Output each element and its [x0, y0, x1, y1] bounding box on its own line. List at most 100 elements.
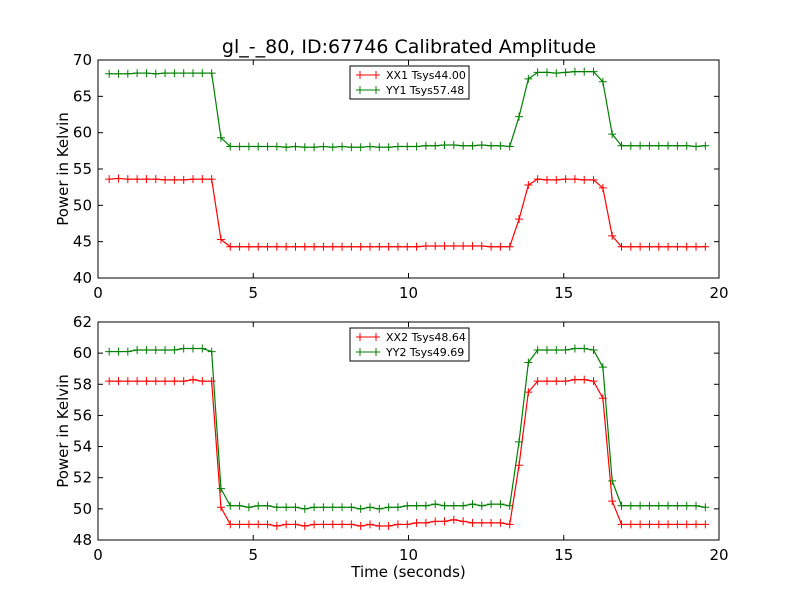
data-point-marker: [216, 503, 225, 512]
data-point-marker: [580, 344, 589, 353]
data-point-marker: [216, 133, 225, 142]
data-point-marker: [282, 503, 291, 512]
data-point-marker: [365, 503, 374, 512]
data-point-marker: [328, 503, 337, 512]
data-point-marker: [244, 142, 253, 151]
data-point-marker: [552, 175, 561, 184]
data-point-marker: [477, 242, 486, 251]
data-point-marker: [375, 521, 384, 530]
data-point-marker: [393, 242, 402, 251]
data-point-marker: [496, 500, 505, 509]
data-point-marker: [589, 346, 598, 355]
data-point-marker: [542, 175, 551, 184]
data-point-marker: [496, 141, 505, 150]
data-point-marker: [123, 69, 132, 78]
data-point-marker: [645, 242, 654, 251]
data-point-marker: [114, 69, 123, 78]
data-point-marker: [664, 520, 673, 529]
data-point-marker: [338, 142, 347, 151]
data-point-marker: [589, 377, 598, 386]
data-point-marker: [608, 497, 617, 506]
data-point-marker: [272, 503, 281, 512]
data-point-marker: [515, 437, 524, 446]
data-point-marker: [393, 142, 402, 151]
data-point-marker: [375, 242, 384, 251]
data-point-marker: [170, 69, 179, 78]
data-point-marker: [254, 242, 263, 251]
data-point-marker: [440, 242, 449, 251]
data-point-marker: [347, 242, 356, 251]
series-xx2: [105, 375, 710, 530]
data-point-marker: [533, 68, 542, 77]
data-point-marker: [459, 242, 468, 251]
data-point-marker: [431, 141, 440, 150]
data-point-marker: [189, 69, 198, 78]
data-point-marker: [291, 142, 300, 151]
data-point-marker: [580, 175, 589, 184]
x-tick-label: 10: [399, 546, 418, 564]
data-point-marker: [421, 242, 430, 251]
x-tick-label: 10: [399, 284, 418, 302]
data-point-marker: [701, 503, 710, 512]
data-point-marker: [179, 175, 188, 184]
data-point-marker: [673, 141, 682, 150]
data-point-marker: [338, 503, 347, 512]
data-point-marker: [487, 242, 496, 251]
data-point-marker: [114, 377, 123, 386]
data-point-marker: [151, 175, 160, 184]
data-point-marker: [542, 346, 551, 355]
y-tick-label: 40: [73, 269, 92, 287]
data-point-marker: [226, 142, 235, 151]
data-point-marker: [533, 175, 542, 184]
data-point-marker: [468, 500, 477, 509]
y-axis-label: Power in Kelvin: [54, 374, 72, 488]
data-point-marker: [459, 517, 468, 526]
data-point-marker: [328, 520, 337, 529]
data-point-marker: [598, 363, 607, 372]
data-point-marker: [626, 501, 635, 510]
data-point-marker: [673, 501, 682, 510]
x-tick-label: 20: [709, 284, 728, 302]
data-point-marker: [114, 347, 123, 356]
data-point-marker: [412, 518, 421, 527]
data-point-marker: [682, 501, 691, 510]
x-axis-label: Time (seconds): [350, 563, 466, 581]
data-point-marker: [692, 520, 701, 529]
data-point-marker: [133, 69, 142, 78]
y-tick-label: 50: [73, 500, 92, 518]
data-point-marker: [589, 67, 598, 76]
data-point-marker: [440, 517, 449, 526]
data-point-marker: [300, 521, 309, 530]
data-point-marker: [244, 503, 253, 512]
data-point-marker: [161, 175, 170, 184]
data-point-marker: [328, 242, 337, 251]
data-point-marker: [598, 77, 607, 86]
data-point-marker: [263, 501, 272, 510]
data-point-marker: [403, 520, 412, 529]
data-point-marker: [421, 141, 430, 150]
data-point-marker: [300, 504, 309, 513]
data-point-marker: [515, 215, 524, 224]
data-point-marker: [123, 175, 132, 184]
x-tick-label: 15: [554, 546, 573, 564]
data-point-marker: [654, 501, 663, 510]
data-point-marker: [664, 242, 673, 251]
data-point-marker: [645, 501, 654, 510]
y-tick-label: 52: [73, 469, 92, 487]
data-point-marker: [235, 142, 244, 151]
data-point-marker: [654, 520, 663, 529]
data-point-marker: [133, 346, 142, 355]
data-point-marker: [244, 520, 253, 529]
data-point-marker: [636, 242, 645, 251]
data-point-marker: [365, 142, 374, 151]
data-point-marker: [310, 242, 319, 251]
y-axis-label: Power in Kelvin: [54, 112, 72, 226]
data-point-marker: [412, 242, 421, 251]
legend: XX2 Tsys48.64 YY2 Tsys49.69: [349, 327, 470, 362]
data-point-marker: [123, 347, 132, 356]
data-point-marker: [142, 69, 151, 78]
data-point-marker: [216, 484, 225, 493]
data-point-marker: [580, 375, 589, 384]
data-point-marker: [114, 174, 123, 183]
data-point-marker: [552, 377, 561, 386]
